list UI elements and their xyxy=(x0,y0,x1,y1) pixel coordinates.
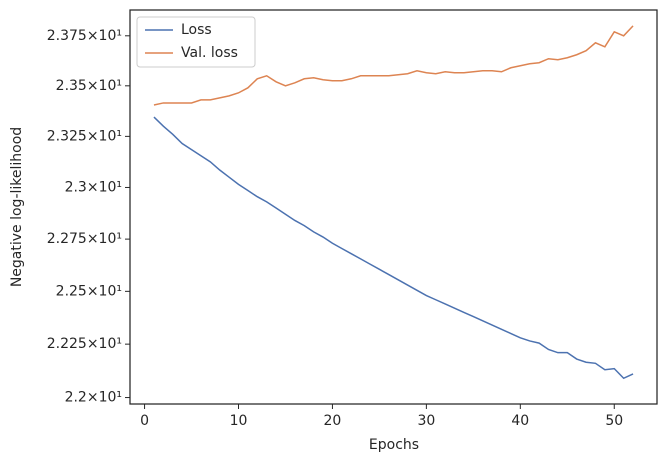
data-line xyxy=(153,25,634,106)
y-axis-label: Negative log-likelihood xyxy=(9,127,25,287)
y-tick-label: 2.3×10¹ xyxy=(65,179,122,195)
y-tick-label: 2.375×10¹ xyxy=(47,28,122,44)
x-tick-label: 10 xyxy=(230,413,248,429)
y-tick-label: 2.35×10¹ xyxy=(56,78,122,94)
x-tick-label: 20 xyxy=(324,413,342,429)
x-tick-label: 30 xyxy=(417,413,435,429)
y-tick-label: 2.225×10¹ xyxy=(47,336,122,352)
plot-frame xyxy=(129,9,658,405)
data-line xyxy=(153,116,634,380)
x-tick-label: 0 xyxy=(140,413,149,429)
x-tick-label: 50 xyxy=(605,413,623,429)
y-tick-label: 2.275×10¹ xyxy=(47,231,122,247)
legend-label: Loss xyxy=(181,22,212,38)
y-tick-label: 2.25×10¹ xyxy=(56,283,122,299)
y-tick-label: 2.2×10¹ xyxy=(65,390,122,406)
legend-label: Val. loss xyxy=(181,45,238,61)
x-tick-label: 40 xyxy=(511,413,529,429)
y-tick-label: 2.325×10¹ xyxy=(47,128,122,144)
x-axis-label: Epochs xyxy=(369,437,419,453)
